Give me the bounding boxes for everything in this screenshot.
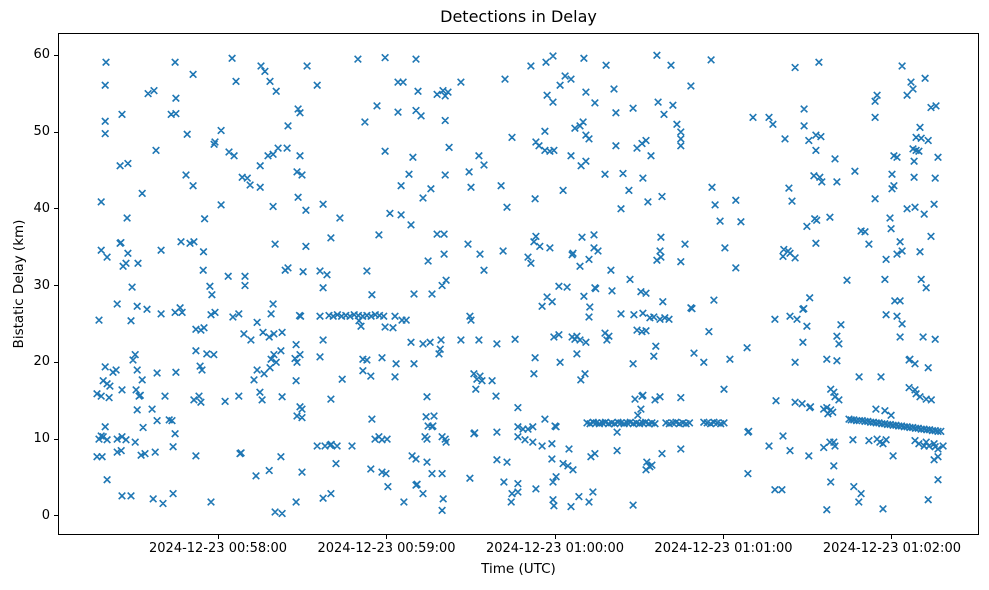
y-tick-mark	[54, 515, 58, 517]
x-tick-mark	[722, 535, 724, 539]
y-tick-mark	[54, 131, 58, 133]
y-tick-label: 30	[33, 277, 50, 293]
y-tick-mark	[54, 285, 58, 287]
chart-title: Detections in Delay	[440, 7, 597, 26]
y-tick-label: 20	[33, 354, 50, 370]
x-tick-label: 2024-12-23 00:59:00	[317, 541, 456, 556]
x-tick-mark	[386, 535, 388, 539]
x-tick-mark	[217, 535, 219, 539]
y-tick-label: 40	[33, 200, 50, 216]
x-tick-label: 2024-12-23 01:00:00	[485, 541, 625, 556]
y-tick-mark	[54, 361, 58, 363]
scatter-marker-path	[93, 51, 947, 518]
x-tick-label: 2024-12-23 01:01:00	[654, 541, 793, 556]
y-tick-label: 10	[33, 431, 50, 447]
y-axis-label: Bistatic Delay (km)	[11, 219, 27, 349]
y-tick-mark	[54, 54, 58, 56]
y-tick-mark	[54, 208, 58, 210]
x-tick-label: 2024-12-23 00:58:00	[149, 541, 288, 556]
y-tick-mark	[54, 438, 58, 440]
x-tick-label: 2024-12-23 01:02:00	[822, 541, 961, 556]
y-tick-label: 0	[41, 507, 50, 523]
y-tick-label: 60	[33, 47, 50, 63]
x-axis-label: Time (UTC)	[481, 561, 556, 577]
x-tick-mark	[891, 535, 893, 539]
y-tick-label: 50	[33, 124, 50, 140]
x-tick-mark	[554, 535, 556, 539]
